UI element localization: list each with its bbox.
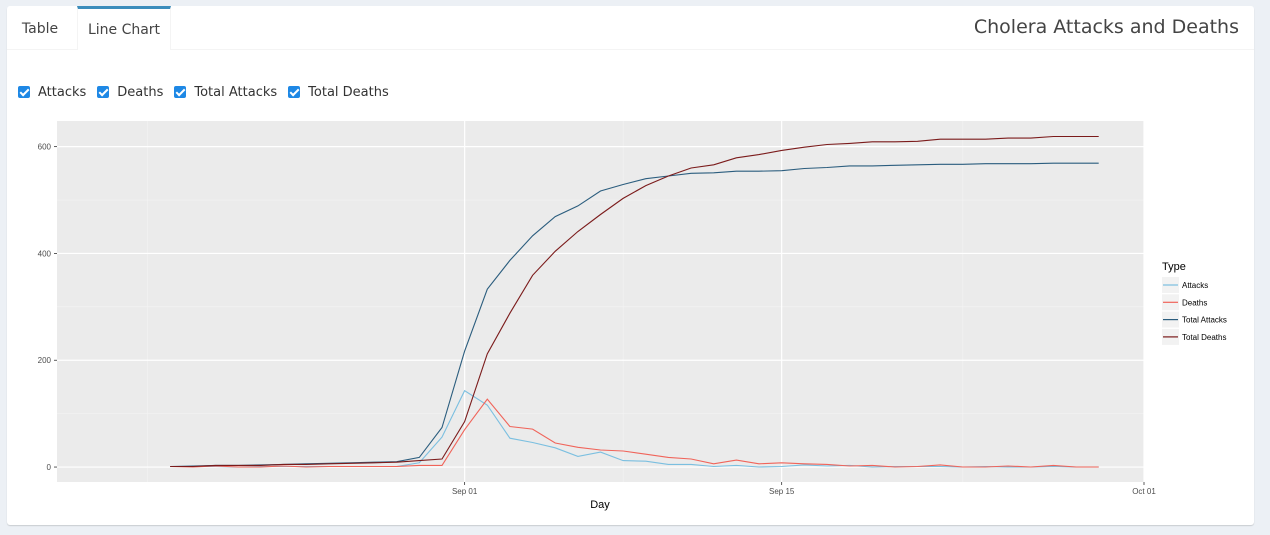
series-lines (170, 135, 1099, 468)
legend: Type Attacks Deaths Total Attacks Total Dea… (1162, 261, 1227, 345)
series-line-total-deaths (170, 135, 1099, 468)
legend-item-label: Deaths (1182, 298, 1207, 307)
y-tick-label: 400 (38, 249, 52, 258)
tab-table[interactable]: Table (21, 21, 59, 37)
checkbox-total-attacks[interactable]: Total Attacks (174, 85, 277, 100)
checkbox-checked-icon[interactable] (18, 86, 30, 98)
legend-title: Type (1162, 261, 1186, 273)
checkbox-deaths[interactable]: Deaths (97, 85, 163, 100)
x-axis: Sep 01 Sep 15 Oct 01 (452, 482, 1156, 496)
x-tick-label: Sep 15 (769, 487, 795, 496)
checkbox-label-total-attacks: Total Attacks (194, 84, 278, 100)
y-tick-label: 600 (38, 143, 52, 152)
legend-item-label: Attacks (1182, 281, 1208, 290)
y-tick-label: 200 (38, 356, 52, 365)
checkbox-checked-icon[interactable] (97, 86, 110, 98)
y-axis: 0 200 400 600 (38, 143, 57, 472)
checkbox-label-attacks: Attacks (38, 84, 87, 100)
x-axis-title: Day (590, 499, 610, 511)
checkbox-checked-icon[interactable] (288, 86, 301, 98)
x-tick-label: Sep 01 (452, 487, 478, 496)
page-title: Cholera Attacks and Deaths (973, 16, 1239, 38)
legend-item-label: Total Attacks (1182, 316, 1227, 325)
minor-grid (57, 121, 1144, 482)
y-tick-label: 0 (47, 463, 52, 472)
checkbox-checked-icon[interactable] (174, 86, 187, 98)
checkbox-total-deaths[interactable]: Total Deaths (288, 85, 389, 100)
x-tick-label: Oct 01 (1132, 487, 1156, 496)
checkbox-label-deaths: Deaths (117, 84, 164, 100)
legend-item-label: Total Deaths (1182, 333, 1226, 342)
plot-background (57, 121, 1144, 482)
tab-bar: Table Line Chart Cholera Attacks and Dea… (7, 6, 1254, 50)
tab-line-chart[interactable]: Line Chart (77, 6, 171, 50)
series-checkbox-group: Attacks Deaths Total Attacks Total Death… (18, 82, 400, 102)
checkbox-attacks[interactable]: Attacks (18, 85, 86, 100)
checkbox-label-total-deaths: Total Deaths (308, 84, 389, 100)
series-line-deaths (170, 398, 1099, 468)
